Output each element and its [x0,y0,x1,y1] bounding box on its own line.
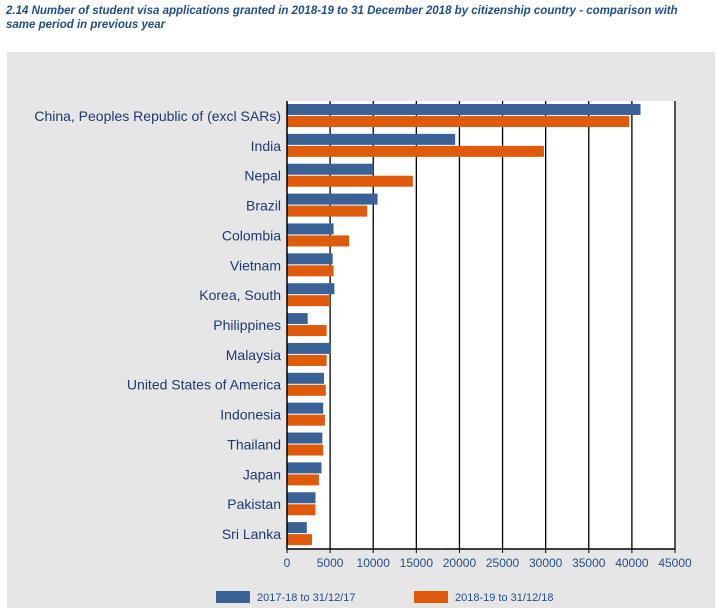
bar-2017-18-sri-lanka [287,522,307,534]
bar-2017-18-japan [287,462,322,474]
category-label-indonesia: Indonesia [220,407,281,423]
x-tick-label-40000: 40000 [615,556,649,570]
legend-swatch-2018-19 [414,591,448,603]
bar-2017-18-vietnam [287,253,333,265]
category-label-colombia: Colombia [222,227,281,243]
bar-2017-18-malaysia [287,342,331,354]
bar-2017-18-thailand [287,432,323,444]
x-tick-label-10000: 10000 [357,556,391,570]
bar-2018-19-pakistan [287,504,316,516]
bar-2017-18-colombia [287,223,334,235]
x-tick-label-15000: 15000 [400,556,434,570]
x-tick-label-20000: 20000 [443,556,477,570]
category-label-china-peoples-republic-of-excl-sars: China, Peoples Republic of (excl SARs) [34,108,281,124]
x-tick-label-0: 0 [284,556,291,570]
category-label-brazil: Brazil [246,198,281,214]
category-label-india: India [251,138,282,154]
chart-title: 2.14 Number of student visa applications… [6,5,678,31]
bar-2018-19-india [287,145,544,157]
bar-2017-18-brazil [287,193,378,205]
category-label-thailand: Thailand [227,436,281,452]
bar-2017-18-nepal [287,163,374,175]
legend-label-2018-19: 2018-19 to 31/12/18 [455,592,553,604]
x-tick-label-5000: 5000 [317,556,344,570]
bar-2018-19-indonesia [287,414,325,426]
bar-2017-18-pakistan [287,492,316,504]
category-label-nepal: Nepal [244,168,281,184]
category-label-pakistan: Pakistan [227,496,281,512]
bar-2018-19-vietnam [287,265,334,277]
bar-2018-19-nepal [287,175,413,187]
bar-2017-18-united-states-of-america [287,372,325,384]
bar-2018-19-korea-south [287,295,331,307]
bar-2018-19-colombia [287,235,350,247]
bar-2018-19-china-peoples-republic-of-excl-sars [287,116,630,127]
bar-2017-18-indonesia [287,402,324,414]
plot-area [287,101,675,549]
category-label-philippines: Philippines [213,317,281,333]
bar-2017-18-korea-south [287,283,335,295]
bar-2018-19-thailand [287,444,324,456]
bar-2018-19-philippines [287,325,327,337]
x-tick-label-35000: 35000 [572,556,606,570]
bar-2017-18-india [287,133,456,145]
category-label-united-states-of-america: United States of America [127,377,281,393]
bar-2018-19-malaysia [287,354,327,366]
bar-2018-19-united-states-of-america [287,384,326,396]
bar-2018-19-sri-lanka [287,534,313,546]
bar-2017-18-philippines [287,313,308,325]
legend-swatch-2017-18 [216,591,250,603]
x-tick-label-30000: 30000 [529,556,563,570]
x-tick-label-45000: 45000 [658,556,692,570]
category-label-sri-lanka: Sri Lanka [222,526,281,542]
category-label-vietnam: Vietnam [230,257,281,273]
category-label-malaysia: Malaysia [226,347,281,363]
category-label-korea-south: Korea, South [199,287,281,303]
bar-2018-19-brazil [287,205,368,217]
bar-2017-18-china-peoples-republic-of-excl-sars [287,104,641,115]
category-label-japan: Japan [243,466,281,482]
x-tick-label-25000: 25000 [486,556,520,570]
bar-2018-19-japan [287,474,319,486]
legend-label-2017-18: 2017-18 to 31/12/17 [257,592,355,604]
